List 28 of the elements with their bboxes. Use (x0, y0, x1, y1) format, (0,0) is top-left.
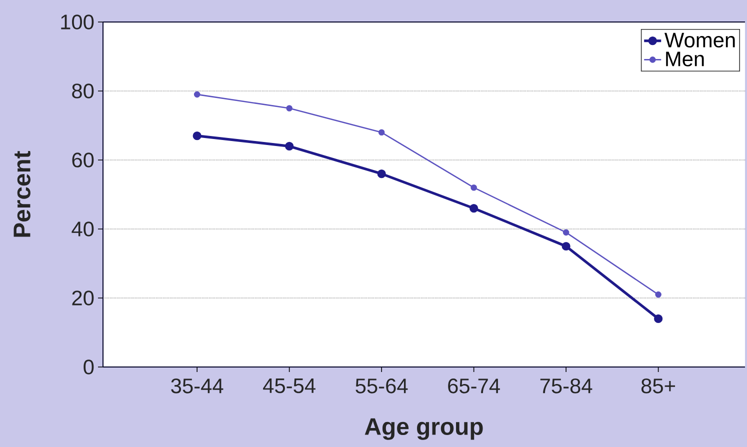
y-tick-label: 40 (72, 222, 94, 236)
point (654, 314, 663, 323)
point (286, 105, 292, 112)
point (194, 91, 200, 98)
x-tick-label: 65-74 (448, 378, 500, 394)
y-tick-label: 80 (72, 84, 94, 98)
point (470, 184, 477, 191)
point (655, 291, 662, 298)
y-tick-label: 0 (84, 360, 94, 374)
point (377, 169, 386, 178)
x-axis-title: Age group (364, 418, 483, 440)
point (562, 229, 570, 236)
point (192, 132, 202, 140)
point (378, 129, 385, 136)
legend-label: Men (666, 52, 704, 66)
x-tick-label: 35-44 (171, 378, 224, 394)
x-tick-label: 75-84 (540, 378, 592, 394)
y-tick-label: 60 (72, 152, 94, 168)
y-tick-label: 100 (61, 14, 94, 30)
x-tick-label: 45-54 (263, 378, 316, 394)
x-tick-label: 85+ (641, 378, 676, 394)
point (470, 204, 478, 213)
point (562, 242, 570, 251)
y-axis-title: Percent (14, 150, 30, 237)
x-tick-label: 55-64 (356, 378, 408, 394)
point (285, 142, 294, 150)
y-tick-label: 20 (72, 290, 94, 306)
legend-label: Women (664, 32, 735, 48)
